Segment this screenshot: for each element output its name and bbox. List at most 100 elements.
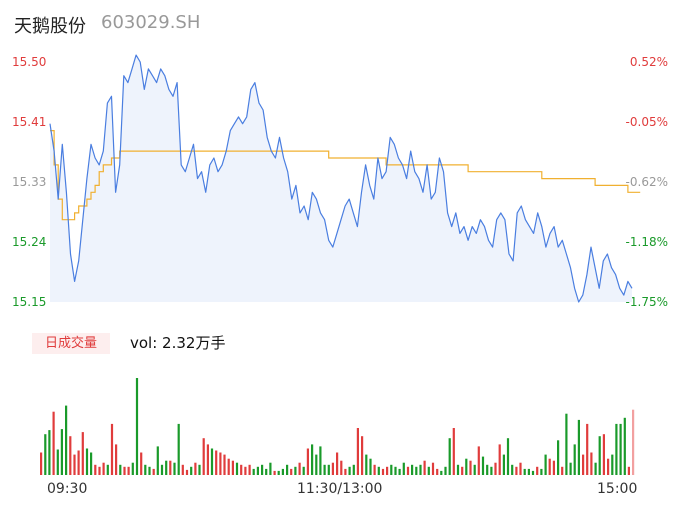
price-tick-1: 15.41 <box>12 115 47 129</box>
volume-bar <box>390 464 393 475</box>
volume-bar <box>586 423 589 475</box>
volume-bar <box>427 466 430 475</box>
volume-bar <box>98 466 101 475</box>
volume-bar <box>386 466 389 475</box>
volume-bar <box>615 423 618 475</box>
volume-bar <box>461 466 464 475</box>
volume-bar <box>286 464 289 475</box>
price-tick-4: 15.15 <box>12 295 47 309</box>
pct-tick-0: 0.52% <box>629 55 668 69</box>
volume-bar <box>436 468 439 475</box>
volume-bar <box>394 466 397 475</box>
volume-bar <box>219 452 222 475</box>
volume-bar <box>331 462 334 475</box>
volume-bar <box>548 458 551 475</box>
volume-bar <box>369 458 372 475</box>
time-tick-open: 09:30 <box>47 481 88 497</box>
volume-bar <box>85 448 89 475</box>
volume-bar <box>215 450 218 475</box>
stock-code: 603029.SH <box>101 12 201 33</box>
volume-bar <box>194 462 197 475</box>
volume-bar <box>261 464 264 475</box>
volume-bar <box>486 464 489 475</box>
volume-bar <box>323 464 326 475</box>
volume-bar <box>206 444 209 475</box>
volume-bar <box>290 468 293 475</box>
volume-bar <box>273 470 276 475</box>
volume-bar <box>144 464 147 475</box>
volume-bar <box>598 436 601 475</box>
volume-bar <box>115 444 118 475</box>
volume-bar <box>373 464 376 475</box>
volume-bar <box>135 378 139 475</box>
volume-bar <box>361 436 364 475</box>
volume-bar <box>198 464 201 475</box>
volume-bar <box>269 462 272 475</box>
volume-bar <box>227 458 230 475</box>
volume-bar <box>248 464 251 475</box>
volume-bar <box>415 466 418 475</box>
volume-bar <box>577 419 580 475</box>
price-tick-2: 15.33 <box>12 175 47 189</box>
volume-bar <box>607 458 610 475</box>
volume-bar <box>127 466 130 475</box>
volume-bar <box>569 462 572 475</box>
volume-bar <box>319 446 322 475</box>
volume-layer <box>40 378 635 475</box>
volume-bar <box>119 464 122 475</box>
volume-bar <box>165 460 168 475</box>
volume-bar <box>306 448 309 475</box>
volume-bar <box>252 468 255 475</box>
volume-bar <box>256 466 259 475</box>
volume-bar <box>185 469 189 475</box>
volume-bar <box>573 444 576 475</box>
volume-bar <box>173 462 176 475</box>
volume-readout: vol: 2.32万手 <box>130 334 226 352</box>
volume-bar <box>536 466 539 475</box>
volume-bar <box>602 434 605 475</box>
volume-bar <box>336 452 339 475</box>
volume-bar <box>381 468 385 475</box>
price-layer <box>49 54 641 303</box>
volume-bar <box>423 460 426 475</box>
volume-bar <box>498 444 501 475</box>
volume-bar <box>281 468 284 475</box>
volume-bar <box>527 468 530 475</box>
volume-bar <box>277 470 280 475</box>
volume-bar <box>452 428 455 475</box>
time-tick-mid: 11:30/13:00 <box>297 481 383 497</box>
volume-bar <box>231 460 234 475</box>
volume-bar <box>481 456 485 475</box>
volume-bar <box>52 411 55 475</box>
volume-bar <box>444 466 447 475</box>
volume-bar <box>590 452 593 475</box>
volume-bar <box>340 460 343 475</box>
volume-bar <box>594 462 597 475</box>
average-price-line <box>50 130 641 221</box>
volume-bar <box>235 462 239 475</box>
volume-bar <box>440 470 443 475</box>
volume-bar <box>531 470 535 475</box>
volume-bar <box>177 423 180 475</box>
volume-bar <box>515 466 518 475</box>
volume-bar <box>477 446 480 475</box>
volume-bar <box>469 460 472 475</box>
volume-bar <box>40 452 43 475</box>
volume-bar <box>431 462 435 475</box>
volume-bar <box>131 462 134 475</box>
volume-bar <box>156 446 159 475</box>
volume-bar <box>348 466 351 475</box>
volume-bar <box>202 438 205 475</box>
volume-bar <box>519 462 522 475</box>
volume-bar <box>223 454 226 475</box>
volume-bar <box>398 468 401 475</box>
volume-tab[interactable]: 日成交量 <box>32 333 110 354</box>
volume-bar <box>623 417 626 475</box>
volume-bar <box>511 464 514 475</box>
volume-bar <box>619 423 622 475</box>
volume-bar <box>523 468 526 475</box>
volume-bar <box>406 466 410 475</box>
volume-bar <box>244 466 247 475</box>
volume-bar <box>240 464 243 475</box>
